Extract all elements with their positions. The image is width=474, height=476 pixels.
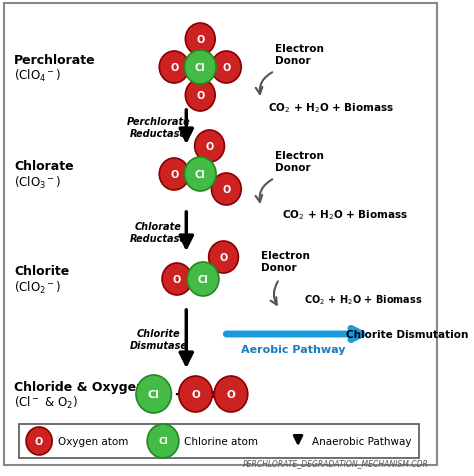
Text: O: O	[196, 91, 204, 101]
Text: O: O	[205, 142, 214, 152]
Circle shape	[211, 52, 241, 84]
Text: Cl: Cl	[195, 169, 206, 179]
Text: O: O	[173, 275, 181, 284]
Text: Perchlorate
Reductase: Perchlorate Reductase	[127, 117, 190, 139]
Circle shape	[136, 375, 172, 413]
Text: +: +	[173, 385, 188, 403]
Circle shape	[147, 424, 179, 458]
Text: Chlorite
Dismutase: Chlorite Dismutase	[129, 328, 187, 350]
FancyBboxPatch shape	[4, 4, 437, 465]
Circle shape	[162, 263, 192, 296]
Text: O: O	[35, 436, 43, 446]
Text: (ClO$_4$$^-$): (ClO$_4$$^-$)	[14, 68, 61, 84]
Text: O: O	[170, 63, 178, 73]
Circle shape	[26, 427, 52, 455]
Text: Cl: Cl	[198, 275, 209, 284]
Text: CO$_2$ + H$_2$O + Biomass: CO$_2$ + H$_2$O + Biomass	[282, 208, 408, 221]
Text: Chlorite Dismutation: Chlorite Dismutation	[346, 329, 468, 339]
Text: O: O	[222, 185, 230, 195]
Circle shape	[211, 174, 241, 206]
Text: Aerobic Pathway: Aerobic Pathway	[241, 344, 346, 354]
Text: Electron
Donor: Electron Donor	[275, 151, 324, 172]
Text: Electron
Donor: Electron Donor	[261, 251, 310, 272]
Text: O: O	[219, 252, 228, 262]
Text: CO$_2$ + H$_2$O + Biomass: CO$_2$ + H$_2$O + Biomass	[268, 101, 394, 115]
Text: (ClO$_3$$^-$): (ClO$_3$$^-$)	[14, 175, 61, 191]
Text: Chlorate: Chlorate	[14, 160, 73, 173]
Circle shape	[184, 158, 216, 192]
Circle shape	[185, 80, 215, 112]
Text: (ClO$_2$$^-$): (ClO$_2$$^-$)	[14, 279, 61, 296]
Text: O: O	[191, 389, 200, 399]
Text: Cl: Cl	[158, 436, 168, 446]
Circle shape	[179, 376, 212, 412]
Text: CO$_2$ + H$_2$O + Biomass: CO$_2$ + H$_2$O + Biomass	[304, 292, 422, 306]
Circle shape	[185, 24, 215, 56]
Text: O: O	[227, 389, 236, 399]
Text: O: O	[222, 63, 230, 73]
Text: Oxygen atom: Oxygen atom	[58, 436, 128, 446]
Circle shape	[187, 262, 219, 297]
Text: Cl: Cl	[148, 389, 160, 399]
Circle shape	[214, 376, 248, 412]
Text: Perchlorate: Perchlorate	[14, 53, 96, 66]
Text: PERCHLORATE_DEGRADATION_MECHANISM.CDR: PERCHLORATE_DEGRADATION_MECHANISM.CDR	[243, 458, 428, 467]
Circle shape	[159, 159, 189, 190]
Text: Chloride & Oxygen: Chloride & Oxygen	[14, 381, 145, 394]
Text: Chlorite: Chlorite	[14, 265, 69, 278]
Text: O: O	[196, 35, 204, 45]
FancyBboxPatch shape	[18, 424, 419, 458]
Text: O: O	[170, 169, 178, 179]
Text: (Cl$^-$ & O$_2$): (Cl$^-$ & O$_2$)	[14, 394, 78, 410]
Circle shape	[209, 241, 238, 273]
Circle shape	[184, 51, 216, 85]
Circle shape	[159, 52, 189, 84]
Text: Electron
Donor: Electron Donor	[275, 44, 324, 66]
Text: Anaerobic Pathway: Anaerobic Pathway	[312, 436, 411, 446]
Text: Chlorine atom: Chlorine atom	[184, 436, 258, 446]
Text: Cl: Cl	[195, 63, 206, 73]
Circle shape	[195, 131, 225, 163]
Text: Chlorate
Reductase: Chlorate Reductase	[130, 222, 187, 243]
